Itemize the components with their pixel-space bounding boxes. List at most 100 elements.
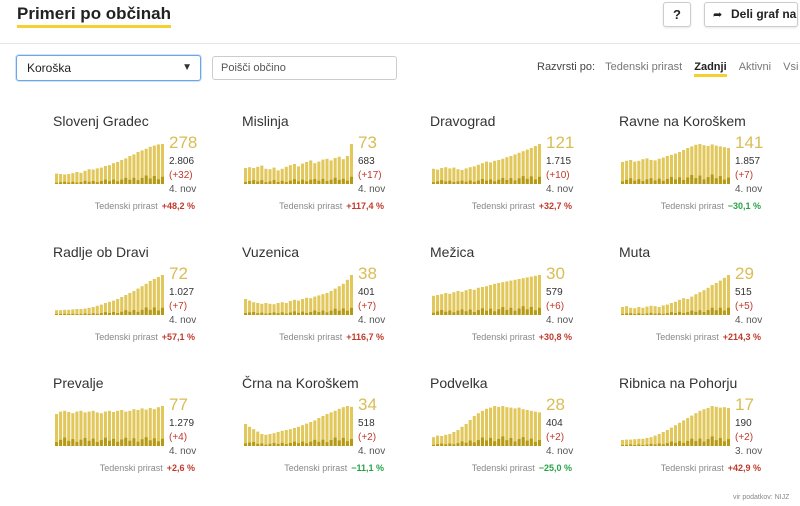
trend-bar — [264, 168, 268, 184]
sort-option-active[interactable]: Aktivni — [738, 61, 772, 73]
trend-bar — [136, 152, 140, 184]
trend-bar-new — [103, 437, 107, 446]
trend-bar — [629, 160, 633, 184]
trend-bar — [501, 158, 505, 184]
trend-bar-new — [252, 311, 256, 315]
trend-bar — [288, 165, 292, 184]
trend-bar — [272, 304, 276, 315]
trend-bar — [653, 306, 657, 315]
municipality-search-input[interactable] — [212, 56, 397, 80]
trend-bar — [629, 439, 633, 446]
sort-option-latest[interactable]: Zadnji — [694, 61, 727, 77]
sort-option-all[interactable]: Vsi — [783, 61, 799, 73]
trend-bar — [440, 436, 444, 446]
trend-bar — [272, 167, 276, 184]
trend-bar — [87, 169, 91, 184]
trend-bar-new — [726, 307, 730, 315]
trend-bar — [529, 410, 533, 446]
trend-bar-new — [276, 443, 280, 446]
trend-bar-new — [63, 313, 67, 315]
trend-bar-new — [661, 444, 665, 446]
trend-bar — [621, 307, 625, 315]
trend-bar-new — [653, 444, 657, 446]
trend-bar — [99, 304, 103, 315]
municipality-name: Ravne na Koroškem — [619, 113, 746, 129]
trend-bar-new — [280, 312, 284, 315]
trend-bar — [686, 299, 690, 315]
trend-bar-new — [63, 181, 67, 184]
region-select[interactable]: Koroška ▼ — [16, 55, 201, 81]
trend-bar — [673, 301, 678, 315]
trend-bar-new — [305, 443, 309, 446]
trend-bar-new — [244, 313, 248, 315]
trend-bar — [625, 306, 629, 315]
trend-bar-new — [160, 307, 164, 315]
trend-bar-new — [472, 442, 476, 446]
weekly-growth-value: +57,1 % — [161, 332, 195, 342]
trend-bar — [690, 146, 694, 184]
trend-bar — [305, 297, 309, 315]
share-button[interactable]: ➦ Deli graf na — [704, 2, 798, 27]
trend-bar — [140, 408, 144, 446]
trend-bar — [476, 413, 480, 446]
trend-bar — [103, 303, 107, 315]
trend-bar — [493, 160, 497, 184]
trend-bar-new — [317, 180, 321, 184]
trend-bar-new — [288, 312, 292, 315]
trend-bar-new — [649, 312, 653, 315]
trend-bar-new — [79, 313, 83, 315]
trend-bar-new — [280, 180, 284, 184]
trend-bar — [537, 275, 541, 315]
trend-bar-new — [669, 176, 673, 184]
trend-bar-new — [456, 443, 460, 446]
trend-bar-new — [95, 313, 99, 315]
trend-bar — [432, 168, 436, 184]
trend-bar-new — [665, 443, 669, 446]
trend-bar — [112, 163, 116, 184]
municipality-name: Muta — [619, 244, 651, 260]
trend-bar — [694, 413, 698, 446]
trend-bar-new — [513, 310, 517, 315]
trend-bar — [83, 412, 87, 446]
trend-bar-new — [99, 440, 103, 446]
trend-bar-new — [59, 439, 63, 446]
trend-bar — [714, 406, 718, 446]
trend-bar-new — [489, 437, 493, 446]
trend-bar-new — [657, 313, 661, 315]
last-date: 4. nov — [735, 315, 763, 326]
trend-bar — [513, 408, 517, 446]
weekly-growth-value: +117,4 % — [346, 201, 384, 211]
trend-bar-new — [296, 312, 301, 315]
trend-bar — [95, 412, 99, 446]
trend-bar — [476, 164, 480, 184]
trend-bar — [665, 430, 669, 446]
trend-bar-new — [702, 312, 706, 315]
trend-bar-new — [444, 444, 448, 446]
trend-bar-new — [116, 441, 120, 446]
trend-bar — [702, 290, 706, 315]
trend-bar-new — [276, 181, 280, 184]
trend-bar-new — [698, 310, 702, 315]
daily-delta: (+10) — [546, 170, 570, 181]
trend-bar — [456, 291, 460, 315]
weekly-growth-value: +48,2 % — [161, 201, 195, 211]
trend-bar — [341, 283, 345, 315]
daily-delta: (+7) — [358, 301, 377, 312]
sort-option-weekly-growth[interactable]: Tedenski prirast — [605, 61, 683, 73]
trend-bar-new — [55, 314, 59, 315]
trend-bar — [505, 407, 509, 446]
trend-bar — [690, 415, 694, 446]
trend-bar — [55, 173, 59, 184]
weekly-growth-label: Tedenski prirast — [279, 332, 343, 342]
trend-bar-new — [476, 310, 480, 315]
trend-bar — [333, 288, 337, 315]
trend-bar — [444, 293, 448, 315]
trend-bar — [317, 161, 321, 184]
trend-bar-new — [432, 312, 436, 315]
trend-bar — [484, 161, 489, 184]
trend-bar-new — [641, 181, 645, 184]
trend-bar — [468, 420, 472, 446]
trend-bar-new — [317, 441, 321, 446]
trend-bar — [665, 304, 669, 315]
help-button[interactable]: ? — [663, 2, 691, 27]
